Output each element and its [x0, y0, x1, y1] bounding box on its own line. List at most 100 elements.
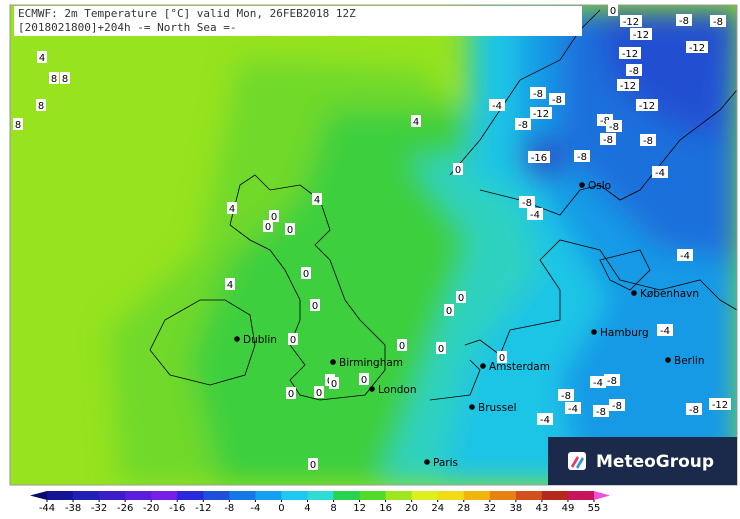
- contour-value: -12: [689, 43, 705, 54]
- contour-box: [312, 193, 322, 205]
- colorbar-label: -32: [91, 503, 107, 514]
- contour-value: -8: [643, 136, 653, 147]
- contour-value: 0: [361, 375, 367, 386]
- city-dot: [369, 386, 375, 392]
- contour-box: [530, 107, 552, 119]
- colorbar-label: -12: [195, 503, 211, 514]
- contour-value: -12: [639, 101, 655, 112]
- contour-value: -8: [612, 401, 622, 412]
- colorbar-segment: [333, 491, 361, 500]
- contour-box: [444, 304, 454, 316]
- contour-box: [609, 399, 625, 411]
- contour-label: -8: [549, 93, 565, 106]
- contour-label: 0: [397, 339, 407, 352]
- contour-box: [286, 387, 296, 399]
- contour-box: [13, 118, 23, 130]
- contour-value: -4: [655, 168, 665, 179]
- colorbar-segment: [99, 491, 126, 500]
- contour-value: -8: [577, 152, 587, 163]
- city-label: København: [640, 288, 699, 300]
- contour-label: -8: [519, 196, 535, 209]
- contour-label: 0: [310, 299, 320, 312]
- contour-label: -8: [574, 150, 590, 163]
- contour-value: 8: [15, 120, 21, 131]
- contour-label: 4: [225, 278, 235, 291]
- contour-box: [225, 278, 235, 290]
- contour-value: 0: [499, 353, 505, 364]
- contour-label: 4: [411, 115, 421, 128]
- contour-box: [652, 166, 668, 178]
- contour-box: [329, 377, 339, 389]
- contour-box: [359, 373, 369, 385]
- colorbar-segment: [255, 491, 282, 500]
- contour-value: -8: [713, 17, 723, 28]
- contour-box: [285, 223, 295, 235]
- contour-label: -8: [558, 389, 574, 402]
- contour-label: -12: [630, 28, 652, 41]
- city-label: Amsterdam: [489, 361, 550, 373]
- contour-value: 0: [316, 388, 322, 399]
- contour-value: -16: [531, 153, 547, 164]
- colorbar-segment: [151, 491, 178, 500]
- contour-label: 8: [13, 118, 23, 131]
- city-label: Dublin: [243, 334, 277, 346]
- contour-box: [49, 72, 59, 84]
- contour-value: -12: [712, 400, 728, 411]
- colorbar-segment: [385, 491, 413, 500]
- contour-box: [593, 405, 609, 417]
- colorbar-label: 0: [278, 503, 284, 514]
- contour-box: [308, 458, 318, 470]
- contour-value: -4: [593, 378, 603, 389]
- colorbar-label: -16: [169, 503, 185, 514]
- colorbar-segment: [229, 491, 256, 500]
- contour-box: [657, 324, 673, 336]
- colorbar-segment: [281, 491, 308, 500]
- contour-value: -4: [492, 101, 502, 112]
- contour-value: 0: [271, 212, 277, 223]
- city-label: Birmingham: [339, 357, 403, 369]
- contour-box: [558, 389, 574, 401]
- contour-value: -8: [522, 198, 532, 209]
- colorbar-segment: [359, 491, 387, 500]
- contour-box: [227, 202, 237, 214]
- contour-value: 0: [446, 306, 452, 317]
- colorbar-label: -38: [65, 503, 81, 514]
- contour-value: -4: [680, 251, 690, 262]
- contour-value: -12: [633, 30, 649, 41]
- colorbar-label: -4: [250, 503, 260, 514]
- contour-value: -8: [679, 16, 689, 27]
- contour-label: -4: [657, 324, 673, 337]
- contour-label: -16: [528, 151, 550, 164]
- contour-label: 0: [308, 458, 318, 471]
- contour-label: -4: [565, 402, 581, 415]
- contour-box: [619, 47, 641, 59]
- contour-value: 4: [229, 204, 235, 215]
- contour-label: 8: [36, 99, 46, 112]
- contour-box: [537, 413, 553, 425]
- contour-box: [489, 99, 505, 111]
- contour-label: -8: [530, 87, 546, 100]
- contour-label: -8: [515, 118, 531, 131]
- contour-label: -8: [676, 14, 692, 27]
- header-line: [2018021800]+204h -= North Sea =-: [18, 21, 237, 34]
- colorbar-label: 32: [483, 503, 496, 514]
- contour-value: -8: [561, 391, 571, 402]
- contour-box: [497, 351, 507, 363]
- contour-box: [314, 386, 324, 398]
- contour-value: -4: [660, 326, 670, 337]
- city-dot: [579, 182, 585, 188]
- contour-value: 4: [413, 117, 419, 128]
- city-label: Oslo: [588, 180, 611, 192]
- colorbar-segment: [47, 491, 74, 500]
- contour-value: -8: [607, 376, 617, 387]
- contour-label: -4: [677, 249, 693, 262]
- contour-label: 0: [288, 333, 298, 346]
- contour-label: 8: [60, 72, 70, 85]
- contour-box: [686, 41, 708, 53]
- contour-value: -8: [596, 407, 606, 418]
- contour-label: -12: [620, 15, 642, 28]
- contour-box: [36, 99, 46, 111]
- contour-label: -8: [640, 134, 656, 147]
- contour-box: [269, 210, 279, 222]
